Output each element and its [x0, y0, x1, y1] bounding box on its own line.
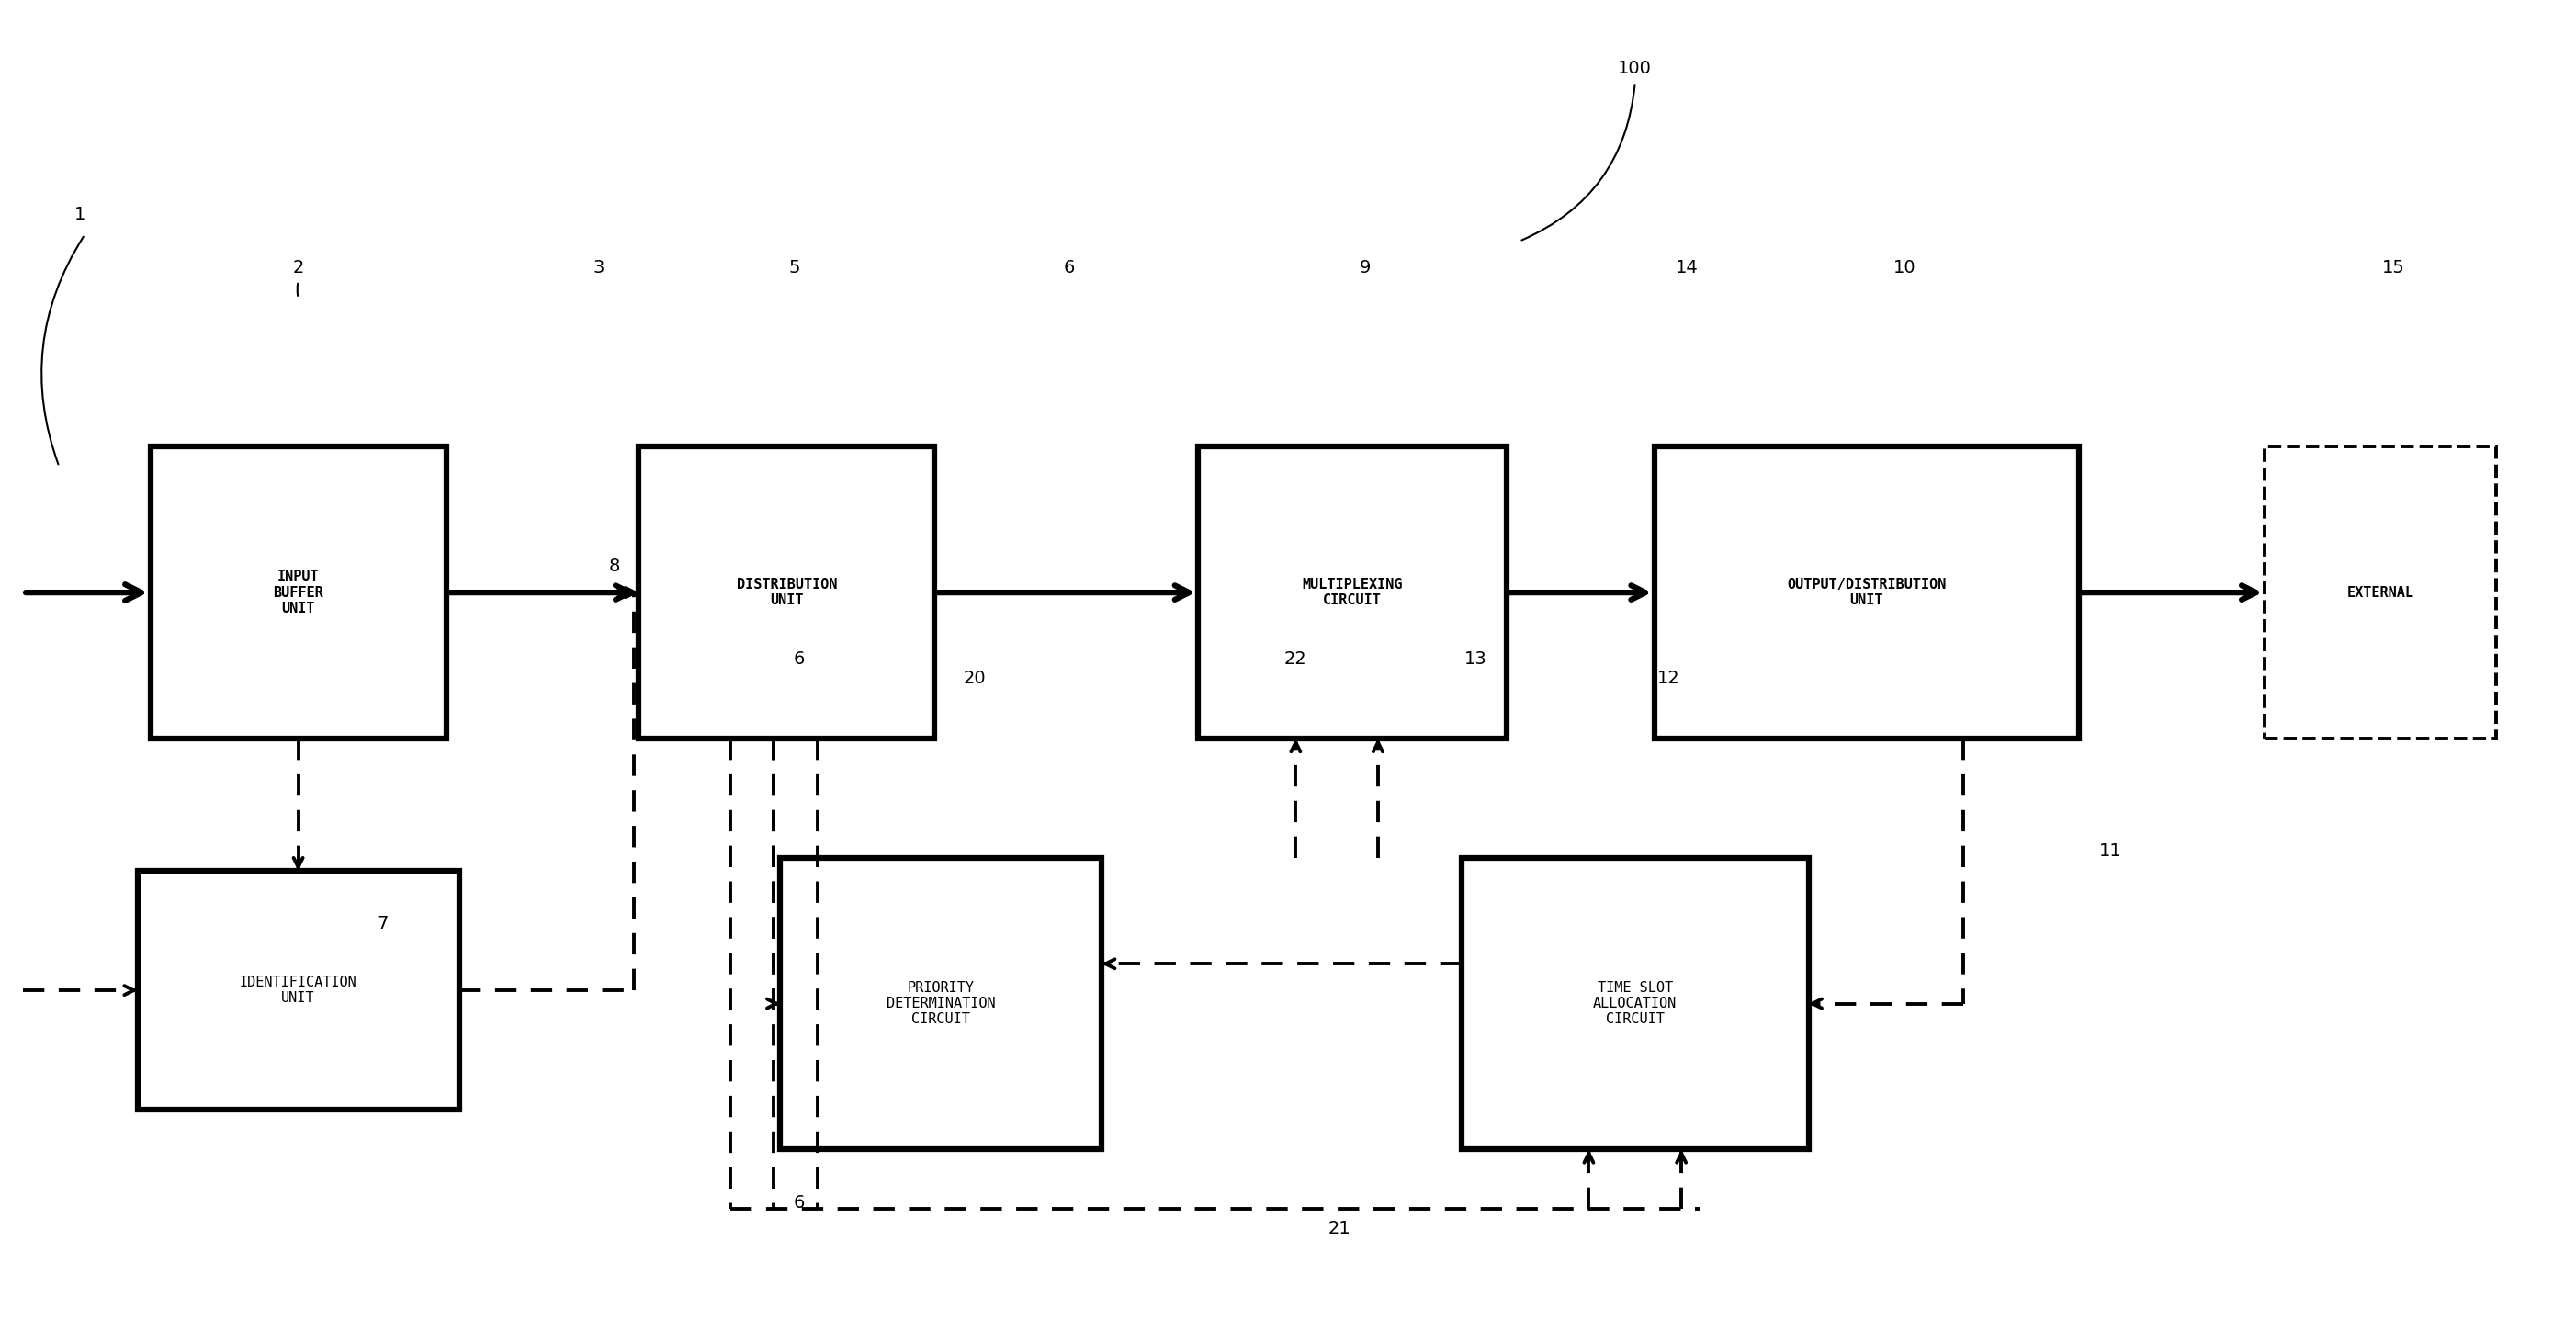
Text: DISTRIBUTION
UNIT: DISTRIBUTION UNIT	[737, 578, 837, 607]
Text: 5: 5	[788, 260, 801, 277]
Text: INPUT
BUFFER
UNIT: INPUT BUFFER UNIT	[273, 570, 325, 615]
Text: 3: 3	[592, 260, 605, 277]
Bar	[149, 447, 446, 739]
Text: 12: 12	[1656, 669, 1680, 688]
Bar	[1654, 447, 2079, 739]
Text: 6: 6	[793, 1194, 806, 1211]
Text: 6: 6	[793, 650, 806, 668]
Bar	[2264, 447, 2496, 739]
Text: OUTPUT/DISTRIBUTION
UNIT: OUTPUT/DISTRIBUTION UNIT	[1788, 578, 1945, 607]
Bar	[639, 447, 935, 739]
Text: 10: 10	[1893, 260, 1917, 277]
Text: EXTERNAL: EXTERNAL	[2347, 586, 2414, 599]
Text: 100: 100	[1618, 60, 1651, 77]
Text: 6: 6	[1064, 260, 1074, 277]
Bar	[781, 857, 1103, 1150]
Text: 9: 9	[1360, 260, 1370, 277]
Text: 14: 14	[1674, 260, 1698, 277]
Text: PRIORITY
DETERMINATION
CIRCUIT: PRIORITY DETERMINATION CIRCUIT	[886, 981, 994, 1026]
Bar	[1198, 447, 1507, 739]
Bar	[1461, 857, 1808, 1150]
Text: 1: 1	[75, 206, 85, 224]
Text: 21: 21	[1329, 1221, 1350, 1238]
Text: 8: 8	[608, 558, 621, 575]
Text: 13: 13	[1463, 650, 1486, 668]
Text: IDENTIFICATION
UNIT: IDENTIFICATION UNIT	[240, 976, 358, 1005]
Text: 20: 20	[963, 669, 987, 688]
Text: 7: 7	[376, 916, 389, 933]
Text: 15: 15	[2383, 260, 2406, 277]
Text: TIME SLOT
ALLOCATION
CIRCUIT: TIME SLOT ALLOCATION CIRCUIT	[1592, 981, 1677, 1026]
Bar	[137, 870, 459, 1110]
Text: 11: 11	[2099, 843, 2123, 860]
Text: 2: 2	[294, 260, 304, 277]
Text: MULTIPLEXING
CIRCUIT: MULTIPLEXING CIRCUIT	[1301, 578, 1401, 607]
Text: 22: 22	[1285, 650, 1306, 668]
